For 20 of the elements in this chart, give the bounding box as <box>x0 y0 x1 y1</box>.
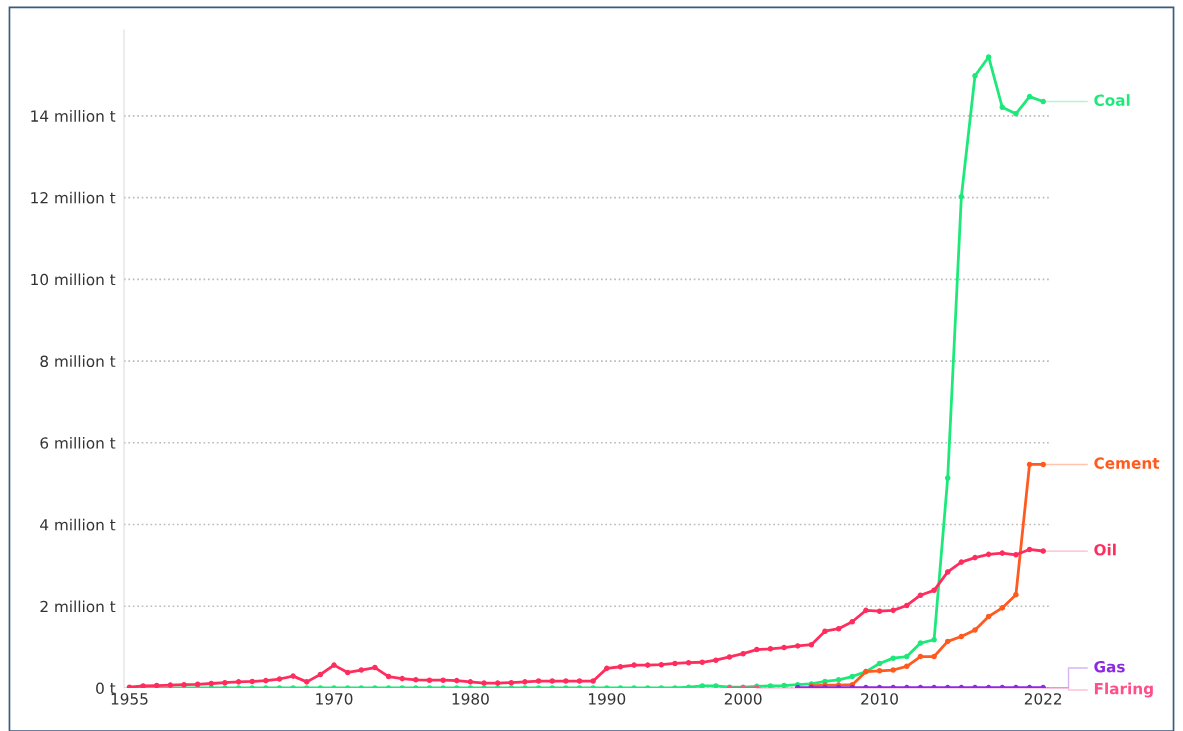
x-tick-label: 2000 <box>724 693 762 705</box>
y-tick-label: 10 million t <box>31 273 116 286</box>
y-tick-label: 4 million t <box>40 518 116 531</box>
x-tick-label: 1980 <box>452 693 489 705</box>
y-tick-label: 14 million t <box>31 110 116 122</box>
x-tick-label: 2022 <box>1024 693 1062 705</box>
y-tick-label: 0 t <box>96 682 116 695</box>
legend-label: Oil <box>1094 543 1116 556</box>
text: Flaring <box>1094 682 1153 698</box>
x-tick-label: 1970 <box>316 693 353 705</box>
y-tick-label: 12 million t <box>31 191 116 204</box>
y-tick-label: 8 million t <box>40 355 116 368</box>
legend-label: Cement <box>1094 457 1160 469</box>
legend-label: Coal <box>1094 94 1130 106</box>
x-tick-label: 2010 <box>861 693 898 705</box>
y-tick-label: 6 million t <box>40 436 116 449</box>
text: Gas <box>1094 660 1125 673</box>
x-tick-label: 1990 <box>589 693 626 705</box>
x-tick-label: 1955 <box>111 693 148 705</box>
y-tick-label: 2 million t <box>40 600 116 613</box>
